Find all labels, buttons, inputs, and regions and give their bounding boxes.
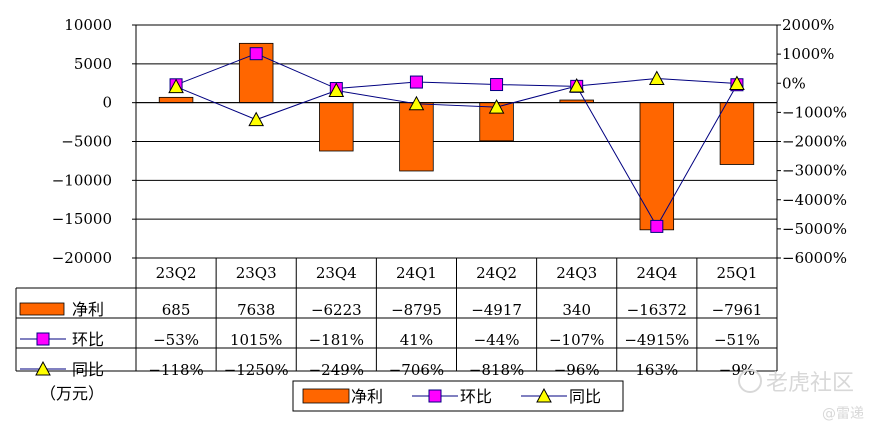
data-table: 23Q2 23Q3 23Q4 24Q1 24Q2 24Q3 24Q4 25Q1 净利 685 763… (15, 25, 778, 379)
series-line (175, 53, 738, 228)
table-cell: −6223 (311, 301, 362, 319)
legend-label: 同比 (569, 387, 601, 406)
y2-tick-label: −6000% (782, 249, 847, 267)
point-triangle (648, 70, 665, 86)
table-cell: −118% (148, 361, 203, 379)
point-triangle (488, 99, 505, 114)
watermark-author: @雷递 (822, 406, 864, 422)
y2-tick-label: −4000% (782, 191, 847, 209)
table-cell: 41% (400, 331, 433, 349)
table-cell: −4917 (471, 301, 522, 319)
table-cell: −7961 (712, 301, 763, 319)
table-cell: −96% (554, 361, 600, 379)
table-cell: −1250% (224, 361, 289, 379)
point-triangle (328, 82, 345, 98)
table-cell: −8795 (391, 301, 442, 319)
category-label: 23Q4 (316, 264, 357, 282)
y-tick-label: −15000 (52, 210, 112, 228)
category-label: 24Q2 (476, 264, 517, 282)
point-square (650, 219, 664, 233)
bar (639, 102, 675, 231)
point-triangle (168, 78, 184, 94)
point-triangle (729, 75, 745, 91)
legend: 净利 环比 同比 (292, 380, 624, 412)
y-tick-label: −20000 (52, 249, 112, 267)
legend-label: 净利 (351, 387, 383, 406)
legend-key (302, 388, 350, 404)
y-tick-label: 5000 (74, 55, 112, 73)
y2-tick-label: −3000% (782, 162, 847, 180)
table-cell: −4915% (624, 331, 689, 349)
series-name: 环比 (72, 330, 104, 349)
table-cell: 7638 (237, 301, 275, 319)
bar (399, 102, 434, 172)
watermark-brand: 老虎社区 (766, 371, 854, 396)
y-tick-label: −10000 (52, 171, 112, 189)
point-triangle (248, 111, 265, 127)
y-tick-label: −5000 (61, 133, 112, 151)
table-cell: −44% (474, 331, 520, 349)
y2-tick-label: 0% (782, 74, 806, 92)
table-cell: 1015% (230, 331, 282, 349)
legend-label: 环比 (460, 387, 492, 406)
unit-label: （万元） (40, 384, 104, 403)
series-key-marker (35, 360, 51, 376)
point-square (409, 75, 423, 89)
category-label: 23Q3 (236, 264, 277, 282)
table-cell: 340 (562, 301, 591, 319)
table-cell: −249% (309, 361, 364, 379)
table-cell: −51% (714, 331, 760, 349)
series-key (19, 302, 65, 316)
series-line (175, 78, 737, 121)
category-label: 24Q3 (556, 264, 597, 282)
y-tick-label: 10000 (64, 16, 112, 34)
table-cell: −818% (469, 361, 524, 379)
bar (719, 102, 755, 165)
category-label: 24Q4 (636, 264, 677, 282)
table-cell: −53% (153, 331, 199, 349)
watermark: 老虎社区 @雷递 (738, 369, 864, 422)
table-cell: −9% (719, 361, 755, 379)
table-cell: −107% (549, 331, 604, 349)
bar (158, 96, 194, 104)
legend-key-marker (428, 389, 442, 403)
category-label: 24Q1 (396, 264, 437, 282)
series-name: 净利 (72, 300, 104, 319)
y2-tick-label: −1000% (782, 103, 847, 121)
y2-tick-label: 1000% (782, 45, 834, 63)
series-name: 同比 (72, 360, 104, 379)
y2-tick-label: 2000% (782, 16, 834, 34)
tiger-logo-icon (738, 369, 762, 393)
table-cell: 685 (162, 301, 191, 319)
legend-key-marker (536, 387, 552, 403)
table-cell: 163% (635, 361, 678, 379)
point-square (490, 78, 504, 92)
y-tick-label: 0 (102, 94, 112, 112)
point-square (249, 47, 263, 61)
category-label: 23Q2 (156, 264, 197, 282)
plot-area: 10000 5000 0 −5000 −10000 −15000 −20000 2000% 10… (52, 16, 847, 267)
table-cell: −706% (389, 361, 444, 379)
bar (319, 102, 354, 152)
point-triangle (408, 95, 425, 111)
category-label: 25Q1 (716, 264, 757, 282)
table-cell: −16372 (627, 301, 687, 319)
table-cell: −181% (309, 331, 364, 349)
y2-tick-label: −2000% (782, 133, 847, 151)
y2-tick-label: −5000% (782, 220, 847, 238)
series-key-marker (36, 332, 50, 346)
point-triangle (568, 77, 585, 93)
